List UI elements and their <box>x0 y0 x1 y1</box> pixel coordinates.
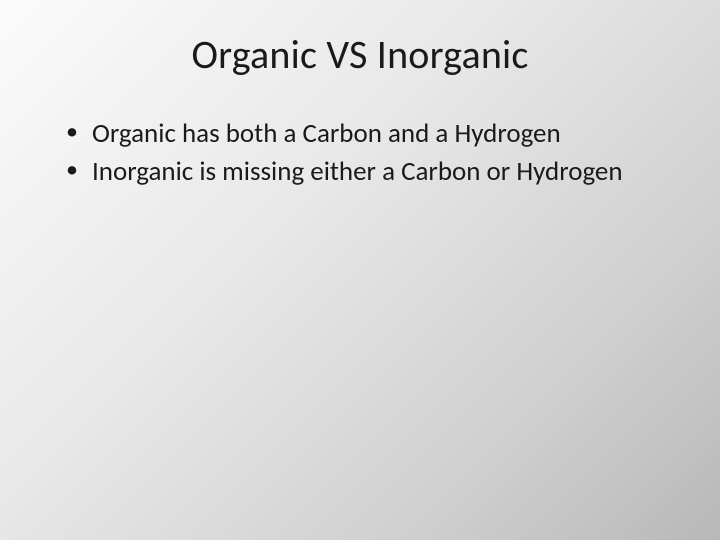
list-item: Inorganic is missing either a Carbon or … <box>66 155 670 189</box>
slide-title: Organic VS Inorganic <box>50 30 670 79</box>
slide: Organic VS Inorganic Organic has both a … <box>0 0 720 540</box>
list-item: Organic has both a Carbon and a Hydrogen <box>66 117 670 151</box>
bullet-list: Organic has both a Carbon and a Hydrogen… <box>50 117 670 189</box>
